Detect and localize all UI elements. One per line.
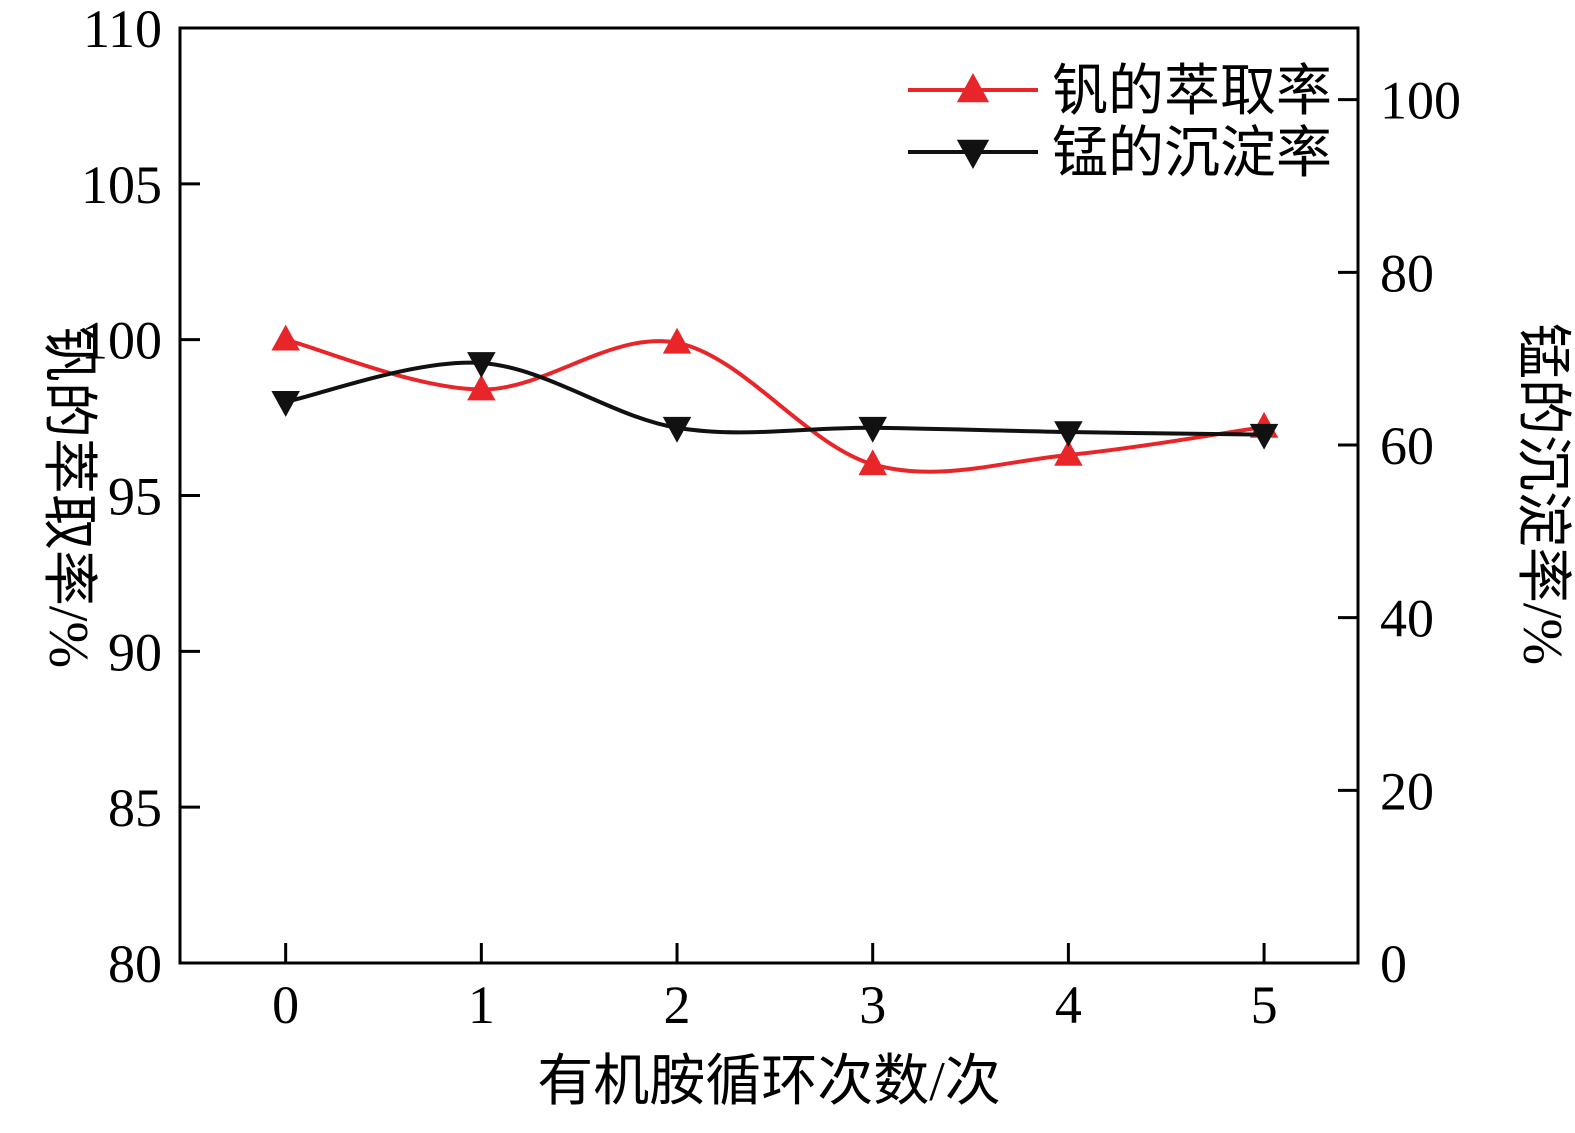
x-axis-tick-label: 1 [468, 975, 495, 1035]
legend-marker-1 [956, 139, 990, 169]
plot-area: 80 85 90 95 100 105 110 0 20 40 60 80 100 0 1 2 3 4 5 [81, 0, 1461, 1035]
series-line-1 [285, 360, 1265, 437]
x-axis-tick-label: 0 [272, 975, 299, 1035]
left-axis-tick-label: 90 [108, 622, 162, 682]
right-axis-tick-label: 80 [1380, 243, 1434, 303]
series-marker-1 [1054, 421, 1083, 448]
legend [908, 73, 1038, 169]
series-marker-1 [1249, 423, 1279, 450]
left-axis-tick-label: 85 [108, 778, 162, 838]
left-axis-tick-label: 105 [81, 155, 162, 215]
x-axis-tick-label: 4 [1055, 975, 1082, 1035]
right-axis-tick-label: 0 [1380, 934, 1407, 994]
legend-marker-0 [956, 73, 990, 103]
legend-label-manganese-precipitation: 锰的沉淀率 [1052, 123, 1332, 185]
x-axis-tick-label: 2 [664, 975, 691, 1035]
series-marker-1 [271, 391, 300, 417]
series-marker-1 [662, 416, 692, 443]
x-axis-tick-label: 3 [859, 975, 886, 1035]
right-axis-title: 锰的沉淀率/% [1511, 323, 1573, 665]
series-marker-1 [467, 352, 496, 378]
series-line-0 [285, 337, 1265, 474]
left-axis-tick-label: 100 [81, 311, 162, 371]
left-axis-tick-label: 110 [83, 0, 162, 59]
x-axis-tick-label: 5 [1251, 975, 1278, 1035]
series-marker-1 [858, 416, 887, 443]
series-marker-0 [662, 327, 692, 354]
left-axis-title: 钒的萃取率/% [37, 326, 99, 668]
right-axis-tick-label: 40 [1380, 589, 1434, 649]
x-axis-title: 有机胺循环次数/次 [537, 1051, 1001, 1113]
series-marker-0 [858, 449, 887, 476]
left-axis-tick-label: 80 [108, 934, 162, 994]
right-axis-tick-label: 60 [1380, 416, 1434, 476]
right-axis-tick-label: 100 [1380, 71, 1461, 131]
right-axis-tick-label: 20 [1380, 761, 1434, 821]
series-marker-0 [467, 374, 496, 401]
left-axis-tick-label: 95 [108, 467, 162, 527]
series-marker-0 [271, 324, 300, 351]
series-marker-0 [1054, 439, 1083, 466]
legend-label-vanadium-extraction: 钒的萃取率 [1052, 61, 1332, 123]
